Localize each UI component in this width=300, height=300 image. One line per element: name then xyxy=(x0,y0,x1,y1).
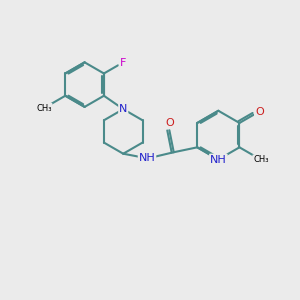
Text: NH: NH xyxy=(139,153,155,163)
Text: O: O xyxy=(255,106,264,116)
Text: CH₃: CH₃ xyxy=(253,155,268,164)
Text: N: N xyxy=(119,104,128,114)
Text: CH₃: CH₃ xyxy=(36,103,52,112)
Text: O: O xyxy=(165,118,174,128)
Text: NH: NH xyxy=(210,154,227,164)
Text: F: F xyxy=(119,58,126,68)
